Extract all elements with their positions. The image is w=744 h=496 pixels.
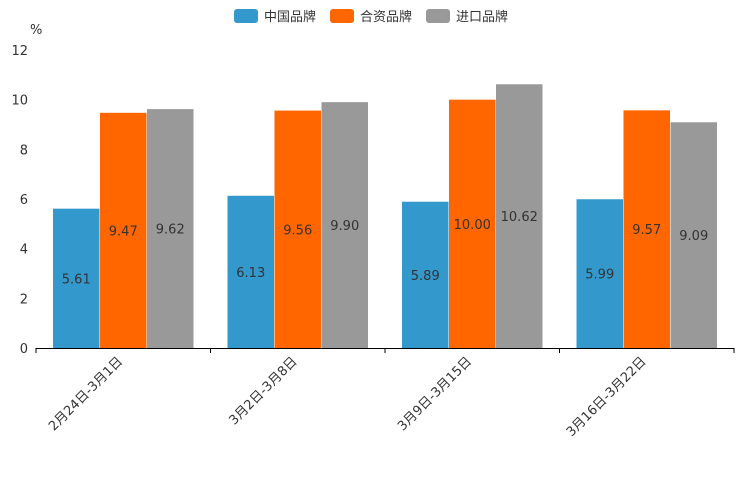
y-tick-label: 8 [20, 143, 28, 158]
legend: 中国品牌 合资品牌 进口品牌 [234, 9, 508, 25]
bar-value-label: 9.56 [283, 223, 312, 238]
bar-value-label: 9.90 [330, 219, 359, 234]
bars [53, 84, 717, 349]
y-tick-label: 6 [20, 193, 28, 208]
y-tick-label: 12 [11, 44, 28, 59]
x-tick-label: 3月16日-3月22日 [564, 354, 650, 440]
bar-1-3 [402, 201, 449, 348]
y-tick-label: 10 [11, 94, 28, 109]
x-axis: 2月24日-3月1日 3月2日-3月8日 3月9日-3月15日 3月16日-3月22日 [35, 348, 735, 440]
legend-label-2: 合资品牌 [360, 9, 412, 25]
y-axis-unit-label: % [30, 23, 42, 38]
bar-value-label: 9.09 [679, 229, 708, 244]
bar-value-label: 9.57 [632, 223, 661, 238]
x-tick-label: 3月2日-3月8日 [226, 354, 300, 428]
y-tick-label: 0 [20, 342, 28, 357]
bar-2-4 [623, 110, 670, 348]
bar-value-label: 9.47 [109, 224, 138, 239]
bar-3-2 [321, 102, 368, 349]
legend-swatch-1 [234, 9, 258, 23]
y-axis-ticks: 0 2 4 6 8 10 12 [11, 44, 28, 357]
bar-2-1 [100, 112, 147, 348]
legend-swatch-2 [330, 9, 354, 23]
bar-2-3 [449, 99, 496, 349]
bar-value-label: 5.89 [411, 269, 440, 284]
bar-3-1 [147, 109, 194, 348]
y-tick-label: 2 [20, 292, 28, 307]
bar-3-3 [496, 84, 543, 349]
bar-value-label: 5.61 [62, 272, 91, 287]
bar-1-4 [576, 199, 623, 348]
bar-value-label: 10.62 [501, 210, 538, 225]
bar-labels: 5.61 9.47 9.62 6.13 9.56 9.90 5.89 10.00 10.62 5.… [62, 210, 708, 287]
bar-value-label: 6.13 [236, 266, 265, 281]
y-tick-label: 4 [20, 243, 28, 258]
bar-value-label: 5.99 [585, 268, 614, 283]
bar-3-4 [670, 122, 717, 348]
legend-label-3: 进口品牌 [456, 9, 508, 25]
bar-1-1 [53, 208, 100, 348]
bar-value-label: 10.00 [454, 218, 491, 233]
bar-2-2 [274, 110, 321, 349]
legend-label-1: 中国品牌 [264, 9, 316, 25]
x-tick-label: 2月24日-3月1日 [46, 354, 126, 434]
x-tick-label: 3月9日-3月15日 [395, 354, 475, 434]
bar-1-2 [227, 195, 274, 348]
legend-swatch-3 [426, 9, 450, 23]
bar-value-label: 9.62 [156, 223, 185, 238]
